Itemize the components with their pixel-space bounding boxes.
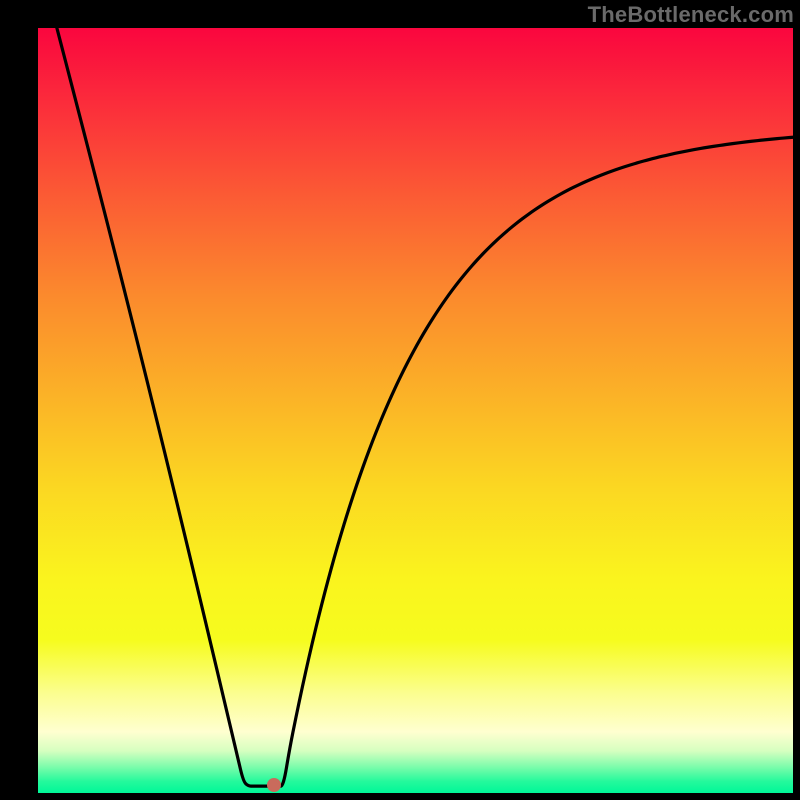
watermark-text: TheBottleneck.com xyxy=(588,2,794,28)
chart-root: TheBottleneck.com xyxy=(0,0,800,800)
curve-path xyxy=(57,28,793,786)
optimal-point-marker xyxy=(267,778,281,792)
plot-area xyxy=(38,28,793,793)
bottleneck-curve xyxy=(38,28,793,793)
